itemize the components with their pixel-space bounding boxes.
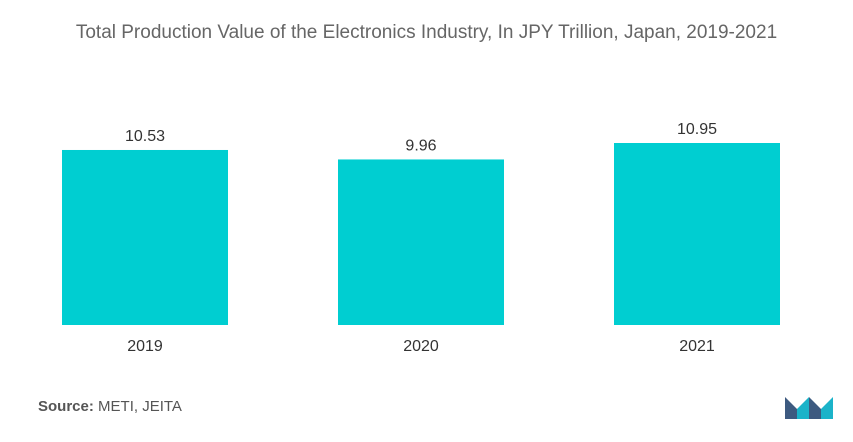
source-note: Source: METI, JEITA	[38, 398, 182, 415]
x-tick-label-2020: 2020	[403, 338, 439, 355]
data-label-2021: 10.95	[677, 121, 717, 138]
x-tick-label-2019: 2019	[127, 338, 163, 355]
x-tick-label-2021: 2021	[679, 338, 715, 355]
source-label: Source:	[38, 398, 94, 415]
mordor-logo-icon	[785, 397, 833, 419]
bar-2021	[614, 143, 780, 325]
source-text: METI, JEITA	[98, 398, 182, 415]
bar-2020	[338, 159, 504, 325]
chart-title: Total Production Value of the Electronic…	[75, 22, 778, 43]
data-label-2020: 9.96	[405, 137, 436, 154]
bar-2019	[62, 149, 228, 325]
data-label-2019: 10.53	[125, 128, 165, 145]
